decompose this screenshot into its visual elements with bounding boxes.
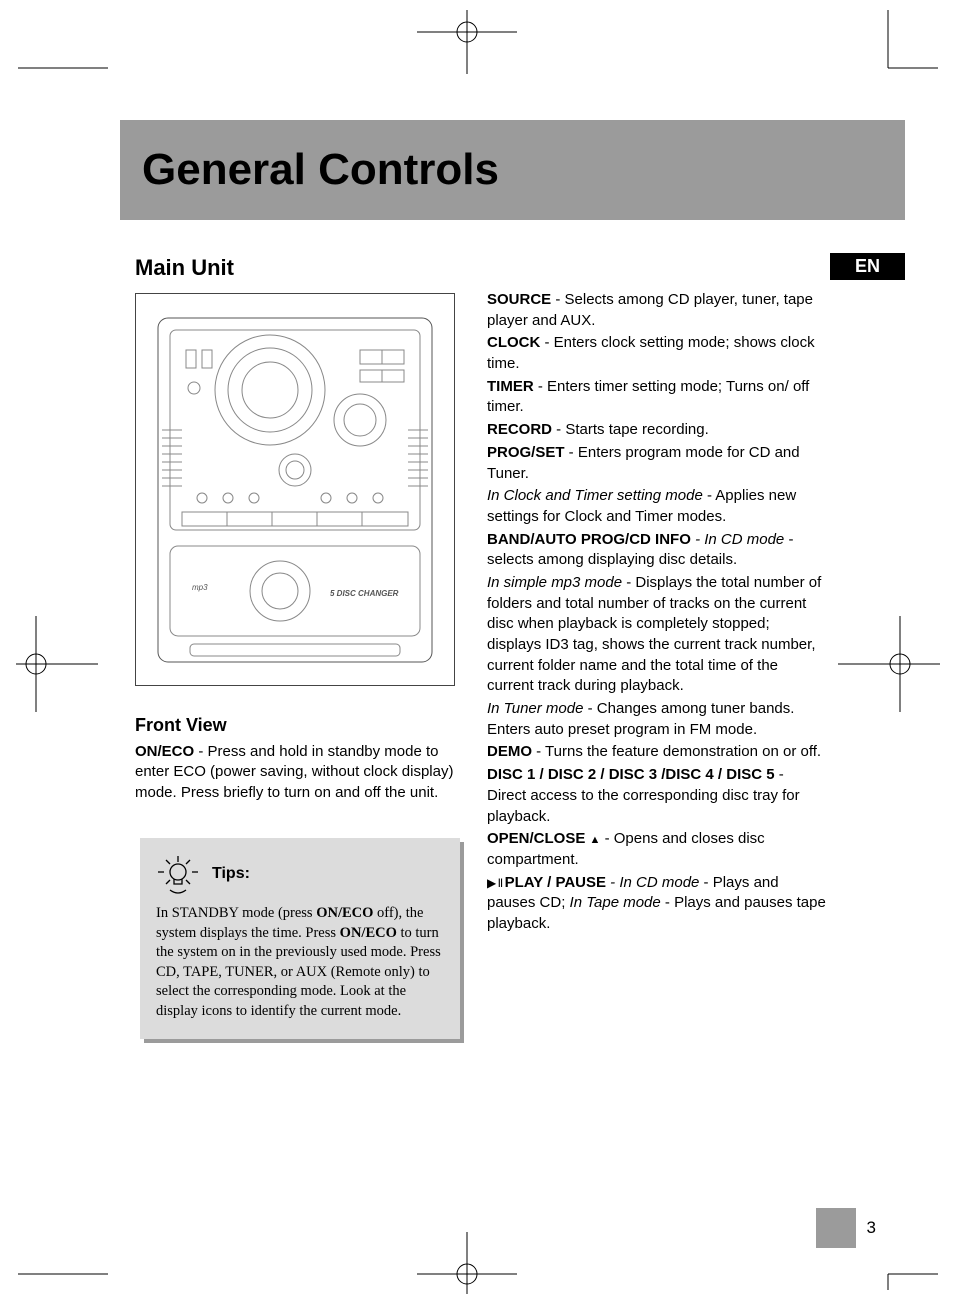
band-term: BAND/AUTO PROG/CD INFO	[487, 531, 691, 548]
tips-head: Tips:	[156, 852, 444, 896]
right-column: SOURCE - Selects among CD player, tuner,…	[487, 290, 827, 937]
device-svg: 5 DISC CHANGER mp3	[150, 310, 440, 670]
band2-i: In simple mp3 mode	[487, 574, 622, 591]
source-term: SOURCE	[487, 291, 551, 308]
tips-t1: In STANDBY mode (press	[156, 905, 316, 921]
lang-badge: EN	[830, 253, 905, 280]
fig-mp3: mp3	[192, 583, 208, 592]
device-figure: 5 DISC CHANGER mp3	[135, 293, 455, 686]
timer-desc: - Enters timer setting mode; Turns on/ o…	[487, 378, 809, 416]
open-term: OPEN/CLOSE	[487, 830, 590, 847]
section-title: Main Unit	[135, 255, 234, 281]
bulb-icon	[156, 852, 200, 896]
tips-box: Tips: In STANDBY mode (press ON/ECO off)…	[140, 838, 460, 1039]
oneco-term: ON/ECO	[135, 743, 194, 760]
tips-b1: ON/ECO	[316, 905, 373, 921]
play-i2: In Tape mode	[570, 894, 661, 911]
demo-term: DEMO	[487, 743, 532, 760]
tips-title: Tips:	[212, 863, 250, 885]
timer-term: TIMER	[487, 378, 534, 395]
discs-term: DISC 1 / DISC 2 / DISC 3 /DISC 4 / DISC …	[487, 766, 779, 783]
page-title: General Controls	[142, 145, 499, 195]
play-pause-icon: ▶ II	[487, 876, 505, 890]
demo-desc: - Turns the feature demonstration on or …	[532, 743, 821, 760]
fig-label: 5 DISC CHANGER	[330, 589, 399, 598]
progset2-i: In Clock and Timer setting mode	[487, 487, 703, 504]
tips-b2: ON/ECO	[340, 925, 397, 941]
record-desc: - Starts tape recording.	[552, 421, 709, 438]
record-term: RECORD	[487, 421, 552, 438]
tips-body: In STANDBY mode (press ON/ECO off), the …	[156, 904, 444, 1021]
band3-i: In Tuner mode	[487, 700, 583, 717]
front-view-block: Front View ON/ECO - Press and hold in st…	[135, 715, 465, 803]
front-view-item: ON/ECO - Press and hold in standby mode …	[135, 742, 465, 803]
header-band: General Controls	[120, 120, 905, 220]
band2-d: - Displays the total number of folders a…	[487, 574, 821, 694]
page-number: 3	[867, 1218, 876, 1238]
play-term: PLAY / PAUSE	[505, 874, 606, 891]
front-view-title: Front View	[135, 715, 465, 736]
play-i1: - In CD mode	[606, 874, 699, 891]
clock-term: CLOCK	[487, 334, 540, 351]
eject-icon: ▲	[590, 834, 601, 846]
page-num-badge	[816, 1208, 856, 1248]
band-i: - In CD mode	[691, 531, 784, 548]
progset-term: PROG/SET	[487, 444, 565, 461]
